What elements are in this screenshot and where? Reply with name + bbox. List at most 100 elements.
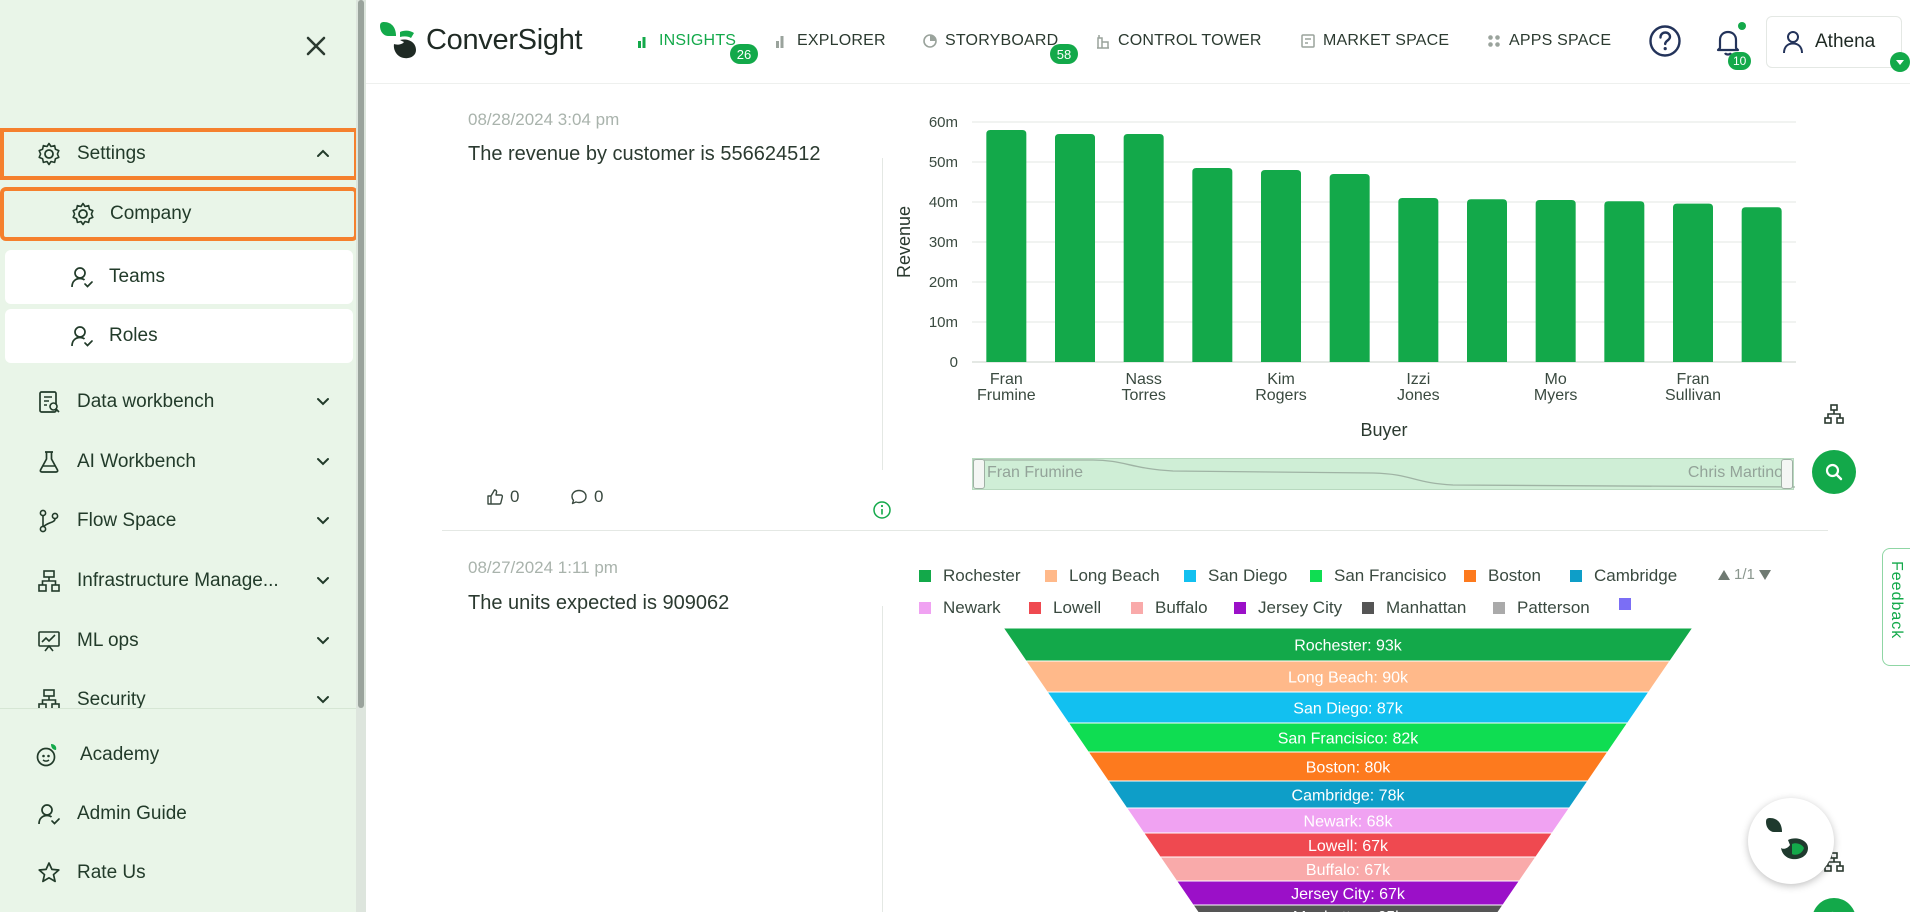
card-title[interactable]: The revenue by customer is 556624512 <box>468 143 821 165</box>
tab-control-tower[interactable]: CONTROL TOWER <box>1095 30 1262 52</box>
bar[interactable] <box>986 130 1027 362</box>
legend-label: San Diego <box>1208 566 1288 585</box>
tab-apps-space[interactable]: APPS SPACE <box>1486 30 1611 52</box>
storyboard-count-badge: 58 <box>1050 44 1078 64</box>
brand-logo[interactable]: ConverSight <box>378 20 583 60</box>
sidebar-footer: Academy Admin Guide Rate Us <box>0 708 358 912</box>
infrastructure-icon <box>36 568 62 594</box>
bar[interactable] <box>1192 168 1233 362</box>
legend-swatch <box>919 602 931 614</box>
sidebar-item-academy[interactable]: Academy <box>0 729 358 781</box>
tab-label: MARKET SPACE <box>1323 32 1450 49</box>
bar[interactable] <box>1055 134 1095 362</box>
x-tick-label: Nass <box>1125 371 1161 388</box>
x-axis-title: Buyer <box>1360 420 1407 440</box>
sidebar-item-settings[interactable]: Settings <box>0 128 358 180</box>
assistant-chat-button[interactable] <box>1748 798 1834 884</box>
sidebar-item-ml-ops[interactable]: ML ops <box>0 615 358 667</box>
tab-label: EXPLORER <box>797 32 886 49</box>
legend-item[interactable]: Lowell <box>1029 598 1101 618</box>
zoom-left-handle[interactable] <box>973 459 985 489</box>
sidebar-item-admin-guide[interactable]: Admin Guide <box>0 788 358 840</box>
close-icon <box>306 36 326 56</box>
bar[interactable] <box>1398 198 1439 362</box>
legend-item[interactable]: Cambridge <box>1570 566 1677 586</box>
revenue-bar-chart: 010m20m30m40m50m60mFranFrumineNassTorres… <box>894 114 1796 440</box>
sidebar-item-infrastructure[interactable]: Infrastructure Manage... <box>0 555 358 607</box>
chevron-down-icon <box>314 571 332 589</box>
tab-explorer[interactable]: EXPLORER <box>774 30 886 52</box>
x-tick-label: Torres <box>1121 387 1165 404</box>
legend-item[interactable]: Manhattan <box>1362 598 1466 618</box>
bar[interactable] <box>1261 170 1301 362</box>
legend-swatch <box>1570 570 1582 582</box>
user-menu[interactable]: Athena <box>1766 16 1902 68</box>
zoom-end-label: Chris Martino <box>1687 464 1783 481</box>
caret-down-icon <box>1896 60 1904 65</box>
legend-item[interactable]: Long Beach <box>1045 566 1160 586</box>
card-title[interactable]: The units expected is 909062 <box>468 592 730 614</box>
sidebar-subitem-company[interactable]: Company <box>0 187 358 241</box>
help-icon[interactable] <box>1648 24 1682 58</box>
tab-insights[interactable]: INSIGHTS <box>636 30 736 52</box>
x-tick-label: Mo <box>1545 371 1567 388</box>
sidebar-item-ai-workbench[interactable]: AI Workbench <box>0 436 358 488</box>
zoom-right-handle[interactable] <box>1781 459 1793 489</box>
legend-item[interactable]: San Diego <box>1184 566 1287 586</box>
legend-item[interactable]: Boston <box>1464 566 1541 586</box>
legend-label: Lowell <box>1053 598 1102 617</box>
x-tick-label: Jones <box>1397 387 1440 404</box>
control-tower-icon <box>1097 35 1109 49</box>
sidebar-subitem-roles[interactable]: Roles <box>5 309 353 363</box>
y-axis-title: Revenue <box>894 206 914 278</box>
bar[interactable] <box>1467 199 1507 362</box>
legend-item[interactable]: Patterson <box>1493 598 1590 618</box>
funnel-segment-label: San Diego: 87k <box>1293 701 1403 718</box>
like-button[interactable]: 0 <box>486 487 519 507</box>
sidebar-scrollbar[interactable] <box>358 0 364 708</box>
funnel-segment-label: Cambridge: 78k <box>1292 788 1406 805</box>
feedback-tab[interactable]: Feedback <box>1882 548 1910 666</box>
bar[interactable] <box>1673 203 1713 362</box>
legend-swatch <box>1619 598 1631 610</box>
bar[interactable] <box>1604 201 1645 362</box>
chevron-down-icon <box>314 511 332 529</box>
sidebar-subitem-label: Company <box>110 203 192 224</box>
close-sidebar-button[interactable] <box>300 30 332 62</box>
x-tick-label: Frumine <box>977 387 1036 404</box>
bar-chart-icon <box>638 37 646 48</box>
sidebar-item-rate-us[interactable]: Rate Us <box>0 847 358 899</box>
legend-item[interactable]: San Francisico <box>1310 566 1446 586</box>
legend-item[interactable]: Newark <box>919 598 1001 618</box>
legend-item[interactable]: Buffalo <box>1131 598 1208 618</box>
user-menu-caret[interactable] <box>1890 52 1910 72</box>
bar[interactable] <box>1123 134 1164 362</box>
legend-pager[interactable]: 1/1 <box>1716 566 1773 583</box>
x-tick-label: Sullivan <box>1665 387 1721 404</box>
bar[interactable] <box>1741 207 1782 362</box>
legend-item[interactable]: Rochester <box>919 566 1020 586</box>
funnel-segment[interactable] <box>1192 904 1504 912</box>
chart-search-button-2[interactable] <box>1812 898 1856 912</box>
sidebar-subitem-teams[interactable]: Teams <box>5 250 353 304</box>
sidebar-item-data-workbench[interactable]: Data workbench <box>0 376 358 428</box>
tab-storyboard[interactable]: STORYBOARD <box>922 30 1058 52</box>
sidebar-item-flow-space[interactable]: Flow Space <box>0 495 358 547</box>
comment-button[interactable]: 0 <box>570 487 603 507</box>
legend-label: Rochester <box>943 566 1021 585</box>
bar[interactable] <box>1329 174 1370 362</box>
chart-zoom-slider[interactable]: Fran Frumine Chris Martino <box>972 458 1795 490</box>
legend-item[interactable] <box>1619 598 1643 610</box>
bar[interactable] <box>1535 200 1576 362</box>
tab-market-space[interactable]: MARKET SPACE <box>1300 30 1449 52</box>
info-icon[interactable] <box>872 500 892 520</box>
arrow-up-icon[interactable] <box>1716 567 1732 583</box>
gear-icon <box>36 141 62 167</box>
funnel-segment-label: Lowell: 67k <box>1308 838 1389 855</box>
feedback-label: Feedback <box>1888 561 1905 640</box>
hierarchy-view-button[interactable] <box>1812 392 1856 436</box>
arrow-down-icon[interactable] <box>1757 567 1773 583</box>
chart-search-button[interactable] <box>1812 450 1856 494</box>
notification-count-badge: 10 <box>1728 52 1752 70</box>
legend-item[interactable]: Jersey City <box>1234 598 1342 618</box>
